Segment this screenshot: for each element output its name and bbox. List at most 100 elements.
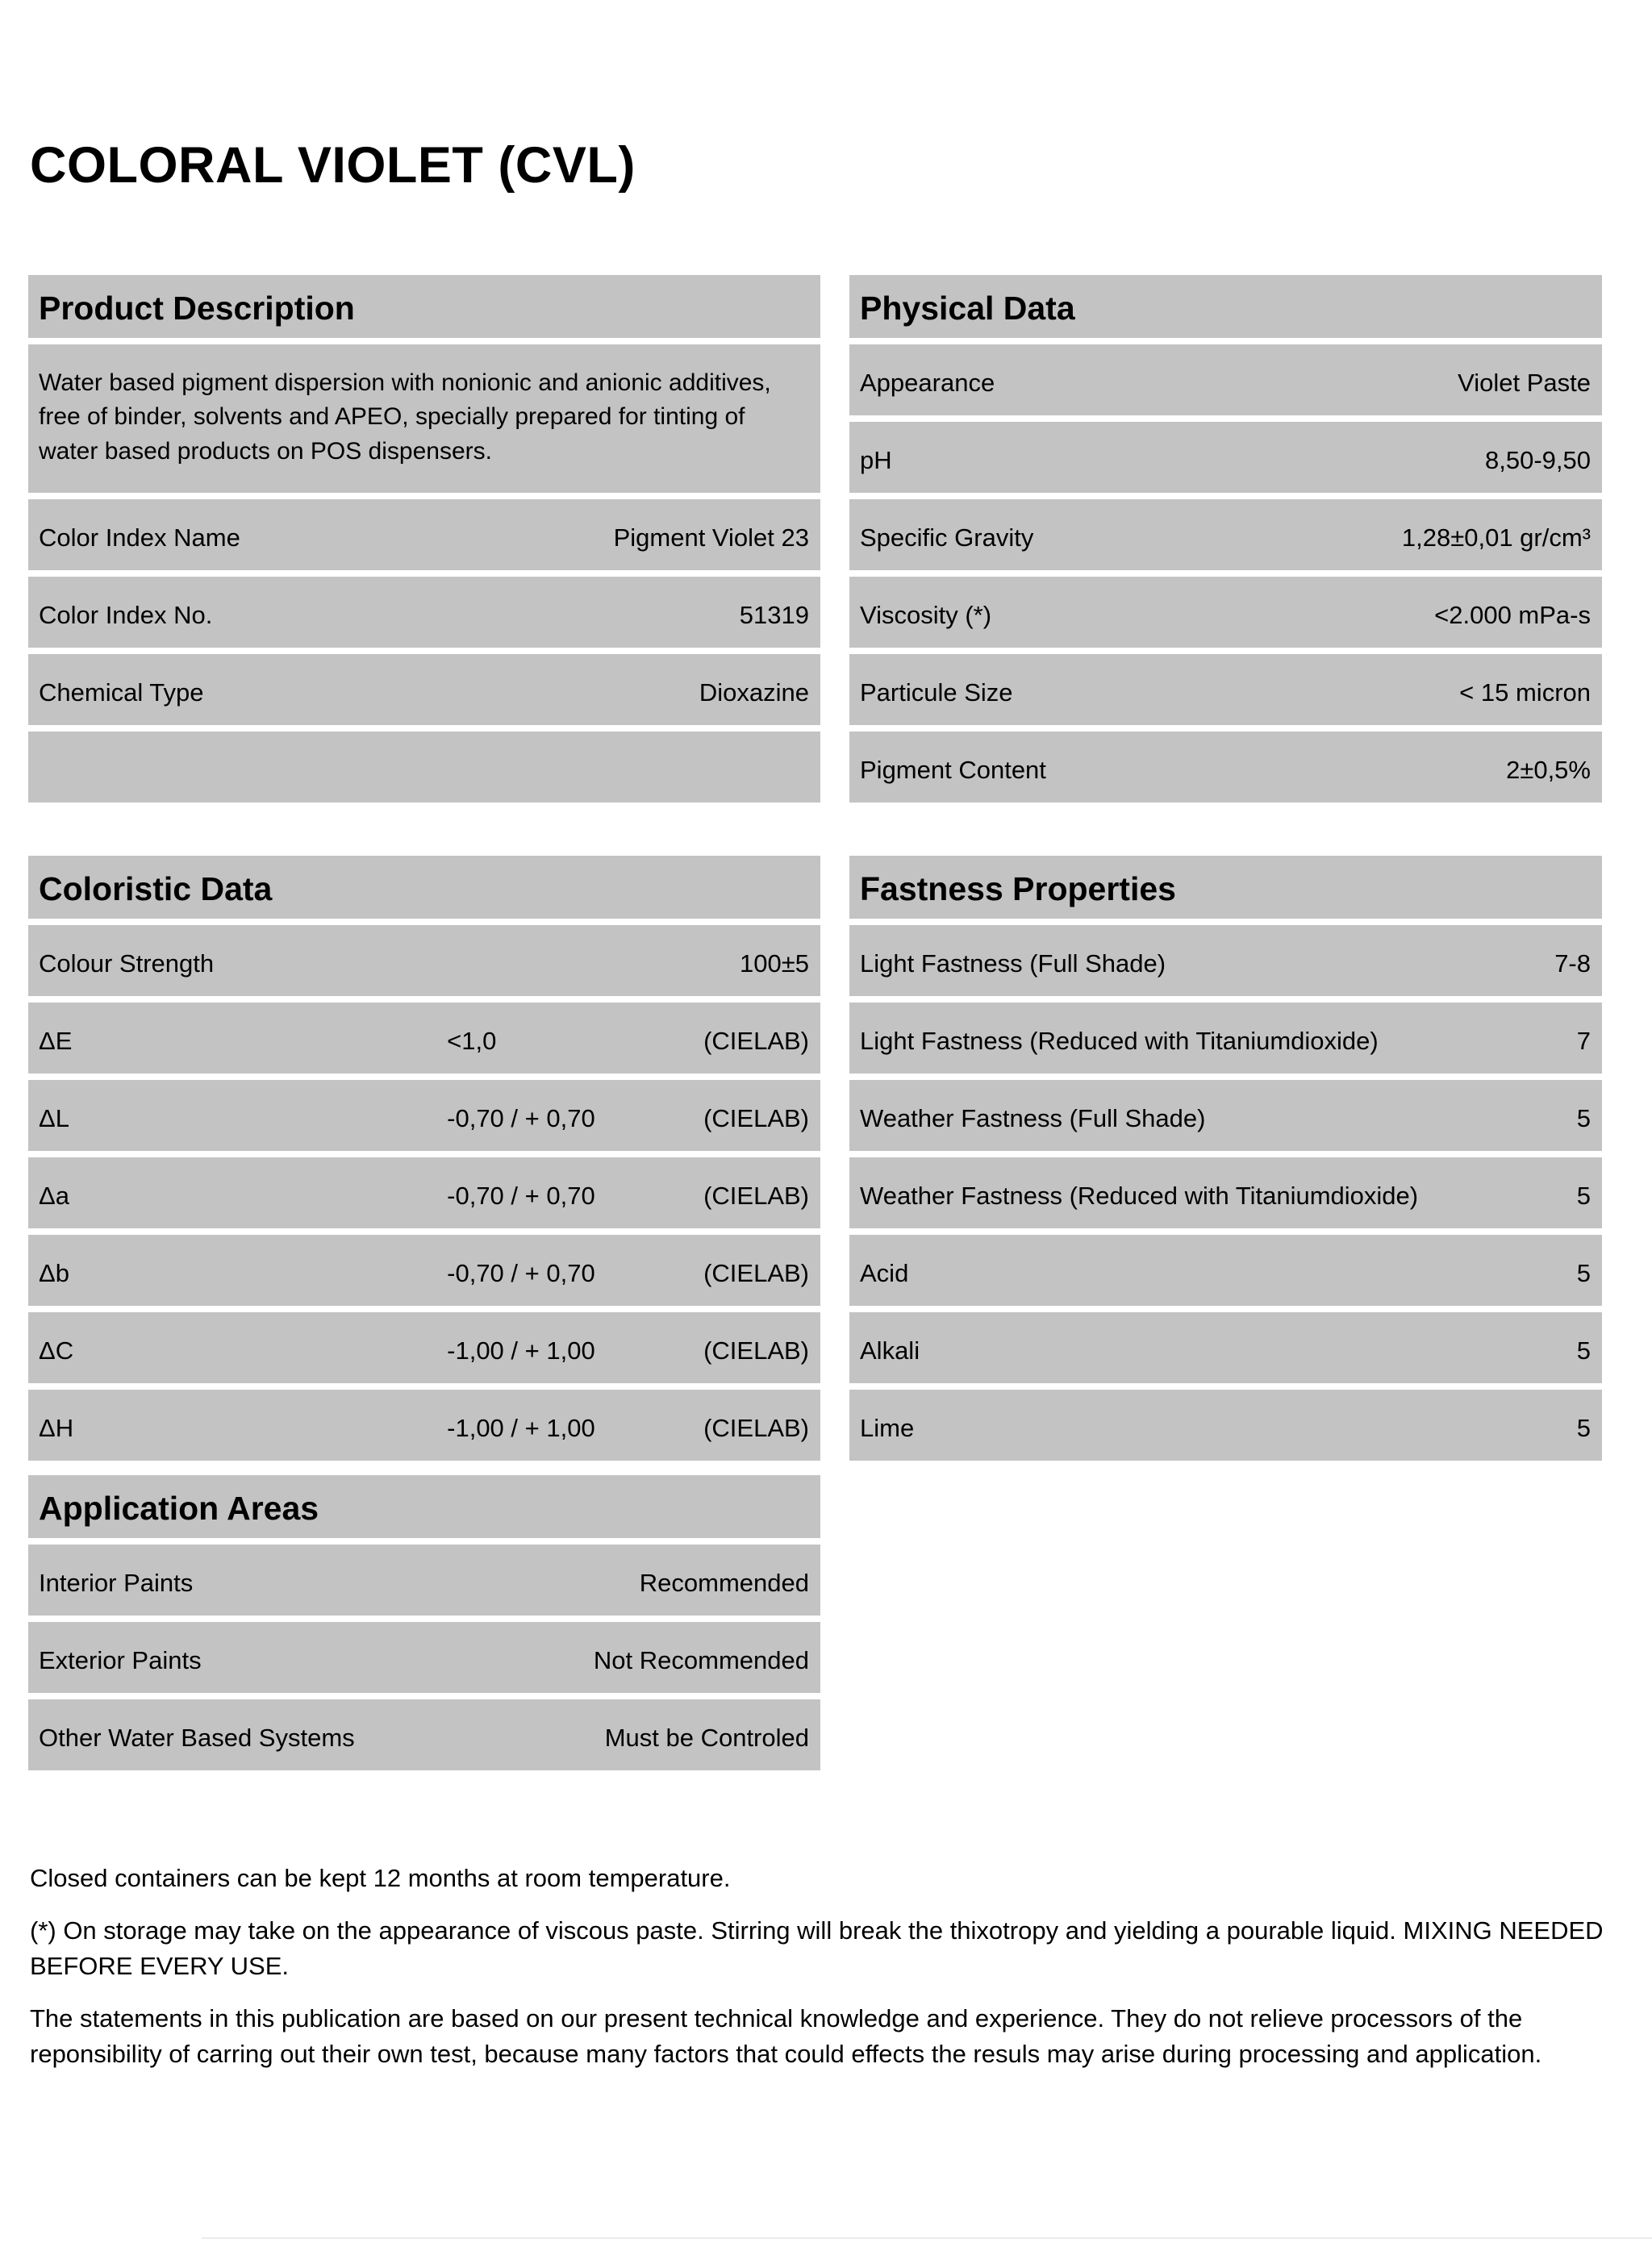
footnotes: Closed containers can be kept 12 months … xyxy=(30,1861,1625,2072)
row-label: Specific Gravity xyxy=(860,523,1034,552)
table-row: ΔC -1,00 / + 1,00 (CIELAB) xyxy=(28,1311,820,1383)
row-label: Light Fastness (Full Shade) xyxy=(860,948,1166,978)
sections-row-2: Coloristic Data Colour Strength 100±5 ΔE… xyxy=(28,855,1652,1461)
row-label: ΔH xyxy=(39,1413,74,1442)
section-title: Coloristic Data xyxy=(28,855,820,919)
row-label: Lime xyxy=(860,1413,915,1442)
section-physical-data: Physical Data Appearance Violet Paste pH… xyxy=(849,274,1602,803)
row-label: Light Fastness (Reduced with Titaniumdio… xyxy=(860,1026,1379,1055)
row-value: -0,70 / + 0,70 xyxy=(447,1258,595,1287)
section-title: Product Description xyxy=(28,274,820,338)
row-label: Δb xyxy=(39,1258,69,1287)
row-unit: (CIELAB) xyxy=(703,1181,809,1210)
sections-row-3: Application Areas Interior Paints Recomm… xyxy=(28,1474,1652,1770)
sections-row-1: Product Description Water based pigment … xyxy=(28,274,1652,803)
row-label: Color Index No. xyxy=(39,600,213,629)
row-value: Dioxazine xyxy=(699,677,809,707)
row-label: ΔE xyxy=(39,1026,73,1055)
table-row: Color Index Name Pigment Violet 23 xyxy=(28,498,820,570)
row-label: Alkali xyxy=(860,1336,920,1365)
row-value: 8,50-9,50 xyxy=(1485,445,1591,474)
row-label: Colour Strength xyxy=(39,948,215,978)
row-value: 5 xyxy=(1576,1336,1591,1365)
table-row: Pigment Content 2±0,5% xyxy=(849,731,1602,803)
row-label: Pigment Content xyxy=(860,755,1046,784)
row-label: Color Index Name xyxy=(39,523,240,552)
row-label: Weather Fastness (Reduced with Titaniumd… xyxy=(860,1181,1419,1210)
table-row: Lime 5 xyxy=(849,1389,1602,1461)
table-row: ΔE <1,0 (CIELAB) xyxy=(28,1002,820,1074)
row-value: -1,00 / + 1,00 xyxy=(447,1413,595,1442)
table-row: pH 8,50-9,50 xyxy=(849,421,1602,493)
row-label: Δa xyxy=(39,1181,69,1210)
table-row: Acid 5 xyxy=(849,1234,1602,1306)
row-value: -0,70 / + 0,70 xyxy=(447,1181,595,1210)
row-value: 7 xyxy=(1576,1026,1591,1055)
row-value: <1,0 xyxy=(447,1026,497,1055)
footnote-disclaimer: The statements in this publication are b… xyxy=(30,2003,1542,2068)
row-value: 1,28±0,01 gr/cm³ xyxy=(1401,523,1591,552)
empty-row xyxy=(28,731,820,803)
row-value: Recommended xyxy=(639,1568,809,1597)
row-value: 7-8 xyxy=(1554,948,1591,978)
row-label: Appearance xyxy=(860,368,995,397)
table-row: Appearance Violet Paste xyxy=(849,344,1602,415)
row-value: 51319 xyxy=(739,600,809,629)
section-title: Application Areas xyxy=(28,1474,820,1538)
row-label: Acid xyxy=(860,1258,909,1287)
row-value: Must be Controled xyxy=(604,1723,809,1752)
row-value: Violet Paste xyxy=(1458,368,1591,397)
row-label: Viscosity (*) xyxy=(860,600,992,629)
section-coloristic-data: Coloristic Data Colour Strength 100±5 ΔE… xyxy=(28,855,820,1461)
bottom-divider xyxy=(202,2237,1652,2239)
table-row: Viscosity (*) <2.000 mPa-s xyxy=(849,576,1602,648)
row-value: 2±0,5% xyxy=(1506,755,1591,784)
row-label: Exterior Paints xyxy=(39,1645,202,1674)
table-row: ΔH -1,00 / + 1,00 (CIELAB) xyxy=(28,1389,820,1461)
row-unit: (CIELAB) xyxy=(703,1103,809,1132)
row-value: -1,00 / + 1,00 xyxy=(447,1336,595,1365)
row-value: 5 xyxy=(1576,1103,1591,1132)
table-row: Other Water Based Systems Must be Contro… xyxy=(28,1699,820,1770)
row-label: Particule Size xyxy=(860,677,1013,707)
row-value: <2.000 mPa-s xyxy=(1434,600,1591,629)
row-label: pH xyxy=(860,445,892,474)
footnote-viscosity-note: (*) On storage may take on the appearanc… xyxy=(30,1916,1604,1980)
row-label: Chemical Type xyxy=(39,677,204,707)
table-row: Specific Gravity 1,28±0,01 gr/cm³ xyxy=(849,498,1602,570)
section-title: Fastness Properties xyxy=(849,855,1602,919)
row-unit: (CIELAB) xyxy=(703,1258,809,1287)
table-row: Δa -0,70 / + 0,70 (CIELAB) xyxy=(28,1157,820,1228)
footnote-storage: Closed containers can be kept 12 months … xyxy=(30,1863,731,1892)
row-value: < 15 micron xyxy=(1459,677,1591,707)
table-row: Light Fastness (Reduced with Titaniumdio… xyxy=(849,1002,1602,1074)
row-unit: (CIELAB) xyxy=(703,1336,809,1365)
table-row: Chemical Type Dioxazine xyxy=(28,653,820,725)
row-label: Weather Fastness (Full Shade) xyxy=(860,1103,1206,1132)
table-row: Particule Size < 15 micron xyxy=(849,653,1602,725)
table-row: Colour Strength 100±5 xyxy=(28,924,820,996)
table-row: Weather Fastness (Reduced with Titaniumd… xyxy=(849,1157,1602,1228)
row-unit: (CIELAB) xyxy=(703,1026,809,1055)
table-row: Light Fastness (Full Shade) 7-8 xyxy=(849,924,1602,996)
product-description-text: Water based pigment dispersion with noni… xyxy=(28,344,820,493)
table-row: Δb -0,70 / + 0,70 (CIELAB) xyxy=(28,1234,820,1306)
table-row: Color Index No. 51319 xyxy=(28,576,820,648)
row-value: 5 xyxy=(1576,1258,1591,1287)
row-value: -0,70 / + 0,70 xyxy=(447,1103,595,1132)
section-application-areas: Application Areas Interior Paints Recomm… xyxy=(28,1474,820,1770)
table-row: Alkali 5 xyxy=(849,1311,1602,1383)
row-value: 5 xyxy=(1576,1181,1591,1210)
row-label: Interior Paints xyxy=(39,1568,194,1597)
section-title: Physical Data xyxy=(849,274,1602,338)
table-row: ΔL -0,70 / + 0,70 (CIELAB) xyxy=(28,1079,820,1151)
row-unit: (CIELAB) xyxy=(703,1413,809,1442)
table-row: Exterior Paints Not Recommended xyxy=(28,1621,820,1693)
section-fastness-properties: Fastness Properties Light Fastness (Full… xyxy=(849,855,1602,1461)
row-value: 5 xyxy=(1576,1413,1591,1442)
row-value: Not Recommended xyxy=(593,1645,809,1674)
section-product-description: Product Description Water based pigment … xyxy=(28,274,820,803)
page-title: COLORAL VIOLET (CVL) xyxy=(30,137,636,194)
row-label: ΔL xyxy=(39,1103,69,1132)
row-unit: 100±5 xyxy=(740,948,809,978)
